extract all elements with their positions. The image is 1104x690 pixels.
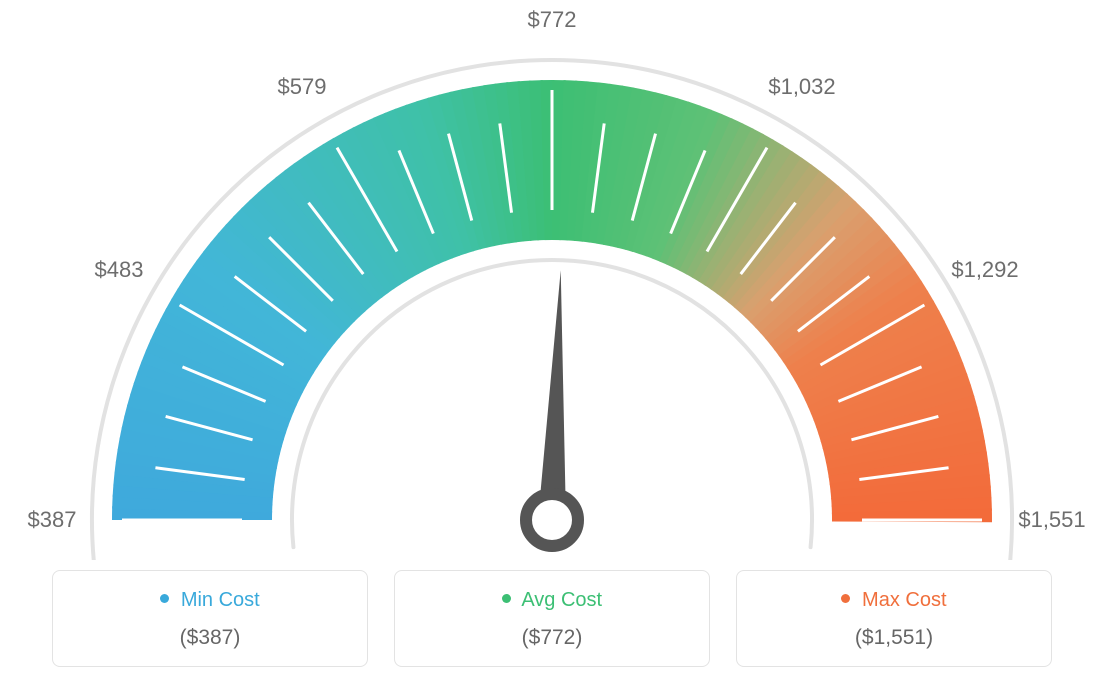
- scale-label: $579: [278, 74, 327, 100]
- legend-card-min: Min Cost ($387): [52, 570, 368, 667]
- scale-label: $1,292: [951, 257, 1018, 283]
- legend-title-min: Min Cost: [63, 589, 357, 612]
- legend-dot-max: [841, 594, 850, 603]
- scale-label: $483: [95, 257, 144, 283]
- legend-title-max: Max Cost: [747, 589, 1041, 612]
- scale-label: $1,032: [768, 74, 835, 100]
- legend-dot-avg: [502, 594, 511, 603]
- legend-value-avg: ($772): [405, 626, 699, 650]
- legend-row: Min Cost ($387) Avg Cost ($772) Max Cost…: [0, 570, 1104, 667]
- legend-label-min: Min Cost: [181, 589, 260, 611]
- legend-card-max: Max Cost ($1,551): [736, 570, 1052, 667]
- legend-card-avg: Avg Cost ($772): [394, 570, 710, 667]
- legend-title-avg: Avg Cost: [405, 589, 699, 612]
- gauge-chart: $387 $483 $579 $772 $1,032 $1,292 $1,551: [0, 0, 1104, 560]
- legend-value-min: ($387): [63, 626, 357, 650]
- legend-label-avg: Avg Cost: [521, 589, 602, 611]
- scale-label: $387: [28, 507, 77, 533]
- legend-label-max: Max Cost: [862, 589, 946, 611]
- scale-label: $772: [528, 7, 577, 33]
- scale-label: $1,551: [1018, 507, 1085, 533]
- legend-value-max: ($1,551): [747, 626, 1041, 650]
- legend-dot-min: [160, 594, 169, 603]
- gauge-svg: [0, 0, 1104, 560]
